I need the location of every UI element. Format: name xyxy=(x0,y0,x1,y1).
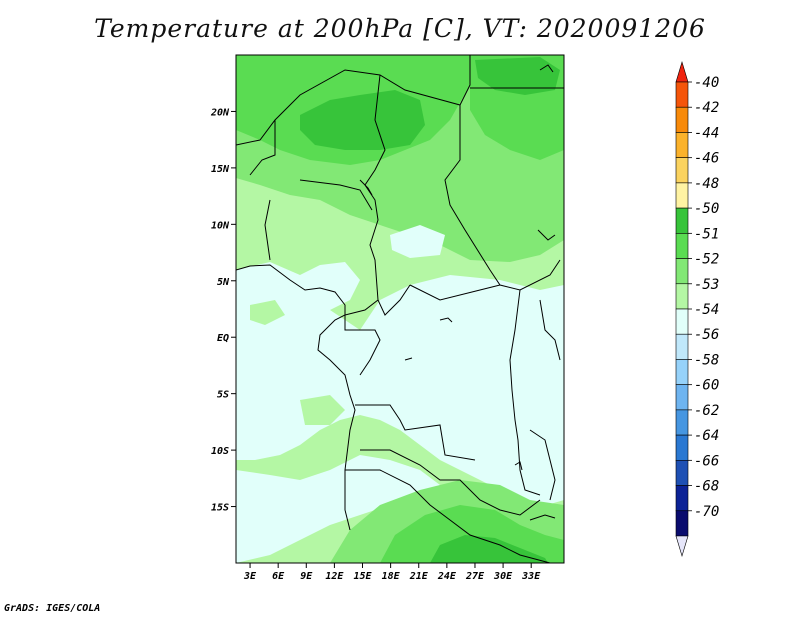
lat-tick-label: EQ xyxy=(217,333,229,344)
colorbar: -40 -42 -44 -46 -48 -50 -51 -52 -53 -54 -56 -58 -60 -… xyxy=(675,60,719,558)
colorbar-swatch xyxy=(675,434,689,461)
lat-tick-label: 10N xyxy=(211,220,230,231)
colorbar-swatch xyxy=(675,409,689,436)
colorbar-label: -52 xyxy=(694,252,719,268)
field-contour-51 xyxy=(475,57,560,95)
colorbar-label: -53 xyxy=(694,277,719,293)
colorbar-label: -70 xyxy=(694,504,719,520)
lat-axis: 20N 15N 10N 5N EQ 5S 10S 15S xyxy=(210,107,236,514)
colorbar-label: -46 xyxy=(694,151,719,167)
colorbar-label: -42 xyxy=(694,100,719,116)
lon-tick-label: 30E xyxy=(493,571,513,582)
colorbar-label: -40 xyxy=(694,75,719,91)
colorbar-swatch xyxy=(675,384,689,411)
colorbar-label: -44 xyxy=(694,125,719,141)
lat-tick-label: 20N xyxy=(210,107,230,118)
colorbar-label: -62 xyxy=(694,403,719,419)
colorbar-label: -50 xyxy=(694,201,719,217)
colorbar-swatch xyxy=(675,182,689,209)
lon-tick-label: 27E xyxy=(465,571,485,582)
colorbar-swatch xyxy=(675,485,689,512)
country-borders xyxy=(236,55,564,563)
footer-credit: GrADS: IGES/COLA xyxy=(4,603,101,614)
colorbar-swatch xyxy=(675,258,689,285)
colorbar-swatch xyxy=(675,333,689,360)
colorbar-label: -60 xyxy=(694,378,719,394)
colorbar-swatch xyxy=(675,510,689,537)
colorbar-label: -48 xyxy=(694,176,719,192)
colorbar-label: -66 xyxy=(694,453,719,469)
lat-tick-label: 5N xyxy=(217,277,230,288)
field-contour-51 xyxy=(430,535,548,563)
colorbar-swatch xyxy=(675,308,689,335)
colorbar-label: -51 xyxy=(694,226,719,242)
colorbar-swatch xyxy=(675,283,689,310)
colorbar-label: -56 xyxy=(694,327,719,343)
colorbar-label: -64 xyxy=(694,428,719,444)
lat-tick-label: 15N xyxy=(211,164,230,175)
field-contour-54 xyxy=(300,395,345,425)
field-contour-56 xyxy=(390,225,445,258)
colorbar-top-triangle xyxy=(675,60,689,83)
colorbar-swatch xyxy=(675,132,689,158)
map-panel xyxy=(235,54,565,564)
lon-tick-label: 21E xyxy=(409,571,429,582)
field-contour-54 xyxy=(250,300,285,325)
colorbar-label: -54 xyxy=(694,302,719,318)
map-frame xyxy=(235,54,565,564)
colorbar-bottom-triangle xyxy=(675,535,689,558)
colorbar-swatch xyxy=(675,359,689,385)
lat-tick-label: 5S xyxy=(217,390,229,401)
map-title: Temperature at 200hPa [C], VT: 202009120… xyxy=(94,14,706,43)
field-contour-51 xyxy=(300,90,425,150)
lon-tick-label: 24E xyxy=(437,571,457,582)
lon-tick-label: 15E xyxy=(353,571,372,582)
field-contour-56 xyxy=(236,455,440,563)
lat-tick-label: 10S xyxy=(211,446,229,457)
lon-tick-label: 6E xyxy=(272,571,285,582)
colorbar-label: -68 xyxy=(694,479,719,495)
lon-tick-label: 3E xyxy=(243,571,257,582)
lon-tick-label: 12E xyxy=(325,571,344,582)
lon-axis: 3E 6E 9E 12E 15E 18E 21E 24E 27E 30E 33E xyxy=(243,563,541,582)
lon-tick-label: 33E xyxy=(521,571,541,582)
colorbar-swatch xyxy=(675,207,689,234)
lon-tick-label: 18E xyxy=(382,571,401,582)
colorbar-swatch xyxy=(675,106,689,133)
colorbar-swatch xyxy=(675,157,689,184)
colorbar-swatch xyxy=(675,233,689,259)
colorbar-label: -58 xyxy=(694,352,719,368)
field-contour-56 xyxy=(236,262,564,510)
lat-tick-label: 15S xyxy=(211,503,229,514)
lon-tick-label: 9E xyxy=(300,571,313,582)
colorbar-swatch xyxy=(675,81,689,108)
colorbar-swatch xyxy=(675,460,689,486)
